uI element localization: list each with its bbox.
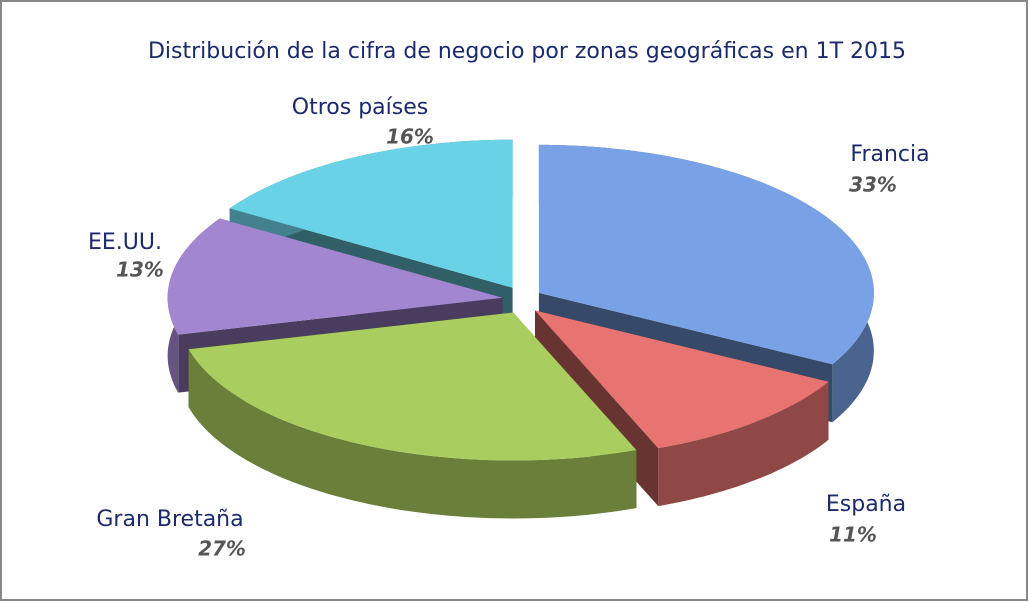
slice — [188, 312, 637, 461]
slice-label: Otros países — [292, 95, 428, 120]
slice — [538, 144, 874, 365]
value-label: 16% — [386, 125, 434, 149]
slice — [229, 139, 513, 288]
slice-label: Gran Bretaña — [96, 507, 243, 532]
value-label: 13% — [116, 258, 164, 282]
slice — [535, 310, 829, 449]
chart-title: Distribución de la cifra de negocio por … — [148, 39, 906, 64]
slice — [167, 218, 503, 335]
slice-wall — [188, 349, 637, 519]
value-label: 11% — [829, 523, 877, 547]
slice-label: España — [826, 492, 906, 517]
slice-wall — [658, 381, 829, 507]
slice-label: Francia — [850, 142, 929, 167]
slice-label: EE.UU. — [88, 230, 162, 255]
value-label: 27% — [198, 537, 246, 561]
value-label: 33% — [849, 173, 897, 197]
